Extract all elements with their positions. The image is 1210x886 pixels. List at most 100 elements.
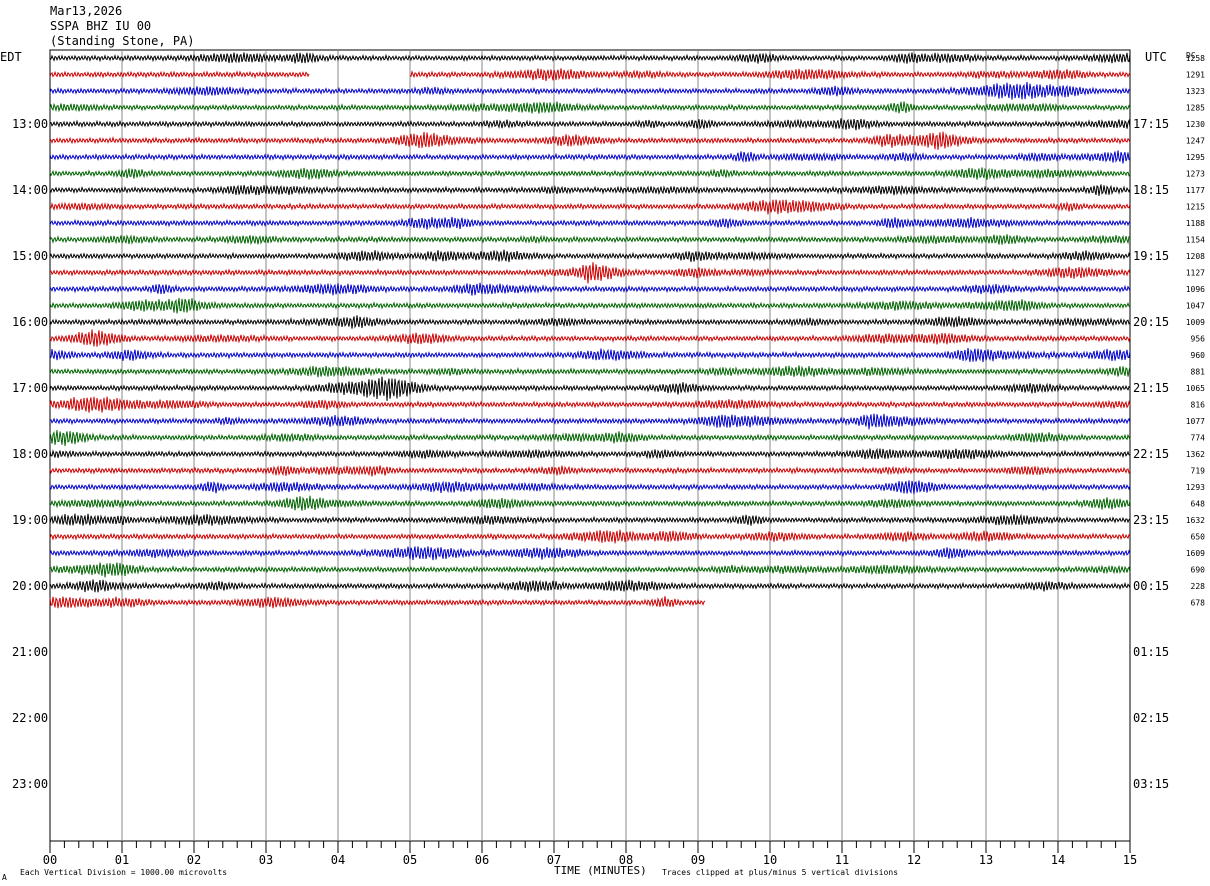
edt-hour-label: 16:00 [12, 315, 48, 329]
seismic-trace [49, 297, 1131, 314]
seismic-trace [49, 167, 1131, 180]
dc-offset-label: 1215 [1186, 203, 1205, 212]
x-tick-label: 13 [979, 853, 993, 867]
utc-hour-label: 00:15 [1133, 579, 1169, 593]
x-tick-label: 11 [835, 853, 849, 867]
edt-hour-label: 20:00 [12, 579, 48, 593]
seismic-trace [49, 216, 1131, 230]
utc-hour-label: 18:15 [1133, 183, 1169, 197]
seismic-trace [49, 464, 1131, 477]
edt-hour-label: 22:00 [12, 711, 48, 725]
seismic-trace [49, 579, 1131, 593]
edt-hour-label: 15:00 [12, 249, 48, 263]
dc-offset-label: 1362 [1186, 450, 1205, 459]
station-label: SSPA BHZ IU 00 [50, 19, 152, 33]
x-tick-label: 12 [907, 853, 921, 867]
utc-hour-label: 23:15 [1133, 513, 1169, 527]
dc-offset-label: 648 [1191, 500, 1206, 509]
utc-hour-labels: 17:15 18:15 19:15 20:15 21:15 22:15 23:15 00:15… [1133, 117, 1169, 791]
edt-hour-label: 13:00 [12, 117, 48, 131]
dc-offset-label: 1009 [1186, 318, 1205, 327]
x-tick-label: 08 [619, 853, 633, 867]
corner-mark: A [2, 873, 7, 882]
edt-hour-label: 23:00 [12, 777, 48, 791]
dc-offset-label: 956 [1191, 335, 1206, 344]
seismic-trace [49, 282, 1131, 296]
dc-offset-label: 1047 [1186, 302, 1205, 311]
x-tick-label: 06 [475, 853, 489, 867]
seismic-trace [49, 546, 1131, 561]
x-tick-label: 09 [691, 853, 705, 867]
seismic-trace [49, 430, 1131, 446]
clip-note: Traces clipped at plus/minus 5 vertical … [662, 868, 898, 877]
time-axis: 00 01 02 03 04 05 06 07 08 09 10 11 12 13 14 15 [43, 841, 1137, 867]
location-label: (Standing Stone, PA) [50, 34, 195, 48]
dc-offset-label: 1258 [1186, 54, 1205, 63]
dc-offset-label: 690 [1191, 566, 1206, 575]
x-tick-label: 10 [763, 853, 777, 867]
seismic-trace [49, 596, 706, 609]
seismic-trace [49, 495, 1131, 511]
seismic-trace [49, 101, 1131, 114]
utc-hour-label: 21:15 [1133, 381, 1169, 395]
x-tick-label: 14 [1051, 853, 1065, 867]
x-tick-label: 01 [115, 853, 129, 867]
edt-hour-label: 19:00 [12, 513, 48, 527]
seismic-trace [49, 562, 1131, 578]
seismic-trace [49, 413, 1131, 430]
seismic-traces [49, 52, 1131, 609]
utc-axis-title: UTC [1145, 50, 1167, 64]
seismic-trace [49, 184, 1131, 196]
utc-hour-label: 22:15 [1133, 447, 1169, 461]
dc-offset-label: 1609 [1186, 549, 1205, 558]
seismic-trace [49, 329, 1131, 347]
seismic-trace [49, 480, 1131, 495]
dc-offset-label: 1247 [1186, 137, 1205, 146]
x-tick-label: 03 [259, 853, 273, 867]
seismic-trace [49, 118, 1131, 131]
edt-hour-label: 17:00 [12, 381, 48, 395]
edt-hour-label: 14:00 [12, 183, 48, 197]
seismic-trace [49, 199, 1131, 215]
dc-offset-label: 816 [1191, 401, 1206, 410]
x-axis-title: TIME (MINUTES) [554, 864, 647, 877]
dc-offset-label: 678 [1191, 599, 1206, 608]
seismic-trace [49, 315, 1131, 329]
minute-gridlines [49, 49, 1131, 842]
seismic-trace [49, 131, 1131, 150]
utc-hour-label: 17:15 [1133, 117, 1169, 131]
dc-offset-label: 1323 [1186, 87, 1205, 96]
dc-offset-label: 881 [1191, 368, 1206, 377]
seismic-trace [49, 365, 1131, 378]
date-label: Mar13,2026 [50, 4, 123, 18]
dc-offset-label: 228 [1191, 582, 1206, 591]
seismic-trace [49, 396, 1131, 413]
edt-axis-title: EDT [0, 50, 22, 64]
seismic-trace [49, 150, 1131, 164]
seismic-trace [49, 447, 1131, 460]
seismic-trace [49, 529, 1131, 544]
utc-hour-label: 01:15 [1133, 645, 1169, 659]
seismic-trace [49, 234, 1131, 246]
dc-offset-label: 1285 [1186, 104, 1205, 113]
seismic-trace [49, 52, 1131, 64]
seismic-trace [49, 376, 1131, 401]
dc-offset-label: 650 [1191, 533, 1206, 542]
seismic-trace [49, 68, 1131, 82]
dc-offset-label: 1065 [1186, 384, 1205, 393]
x-tick-label: 07 [547, 853, 561, 867]
dc-offset-label: 1127 [1186, 269, 1205, 278]
dc-axis-title: DC [1186, 51, 1196, 60]
x-tick-label: 04 [331, 853, 345, 867]
dc-offset-label: 1188 [1186, 219, 1205, 228]
dc-offset-label: 1291 [1186, 71, 1205, 80]
edt-hour-labels: 13:00 14:00 15:00 16:00 17:00 18:00 19:00 20:00… [12, 117, 48, 791]
x-tick-label: 02 [187, 853, 201, 867]
utc-hour-label: 03:15 [1133, 777, 1169, 791]
dc-offset-label: 1154 [1186, 236, 1205, 245]
scale-note: Each Vertical Division = 1000.00 microvo… [20, 868, 227, 877]
utc-hour-label: 19:15 [1133, 249, 1169, 263]
seismic-trace [49, 347, 1131, 363]
utc-hour-label: 02:15 [1133, 711, 1169, 725]
